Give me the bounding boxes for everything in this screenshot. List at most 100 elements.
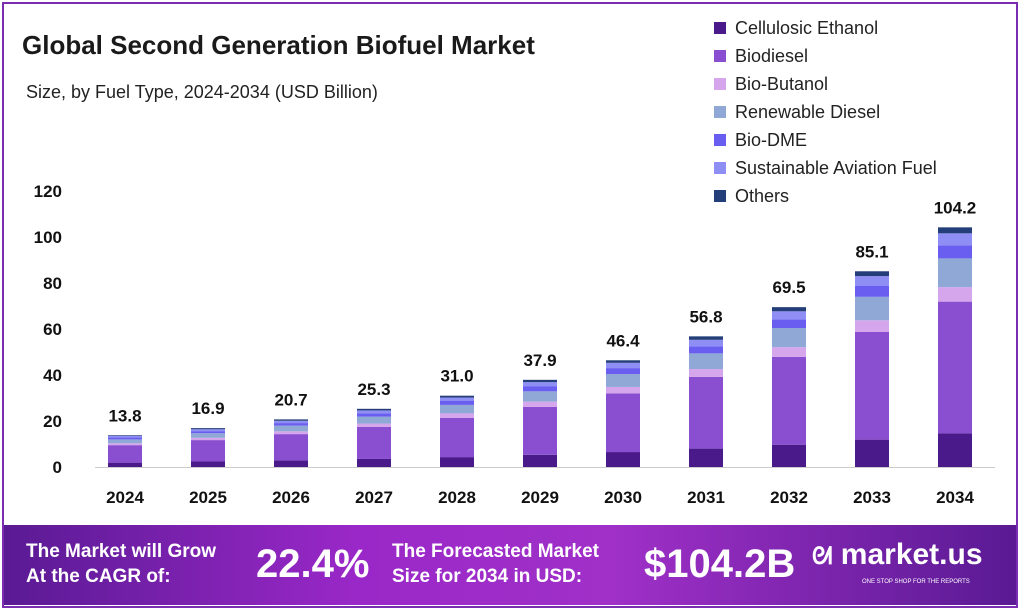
y-tick-label: 40 <box>43 366 62 385</box>
x-tick-label: 2034 <box>936 488 974 507</box>
total-label: 69.5 <box>772 278 805 297</box>
bar-segment-renewable-diesel <box>689 353 723 370</box>
bar-segment-biodiesel <box>606 393 640 453</box>
cagr-text-2: At the CAGR of: <box>26 566 171 587</box>
stacked-bar-chart: 0 20 40 60 80 100 120 13.8 2024 16.9 2025 20.7 2026 2… <box>34 182 995 507</box>
bar-segment-bio-dme <box>606 368 640 375</box>
legend-item: Cellulosic Ethanol <box>714 14 937 42</box>
bar-segment-sustainable-aviation-fuel <box>440 397 474 401</box>
y-tick-label: 60 <box>43 320 62 339</box>
bar-segment-bio-dme <box>274 423 308 426</box>
bar-segment-cellulosic-ethanol <box>606 452 640 467</box>
bar-segment-others <box>523 379 557 383</box>
bar-segment-bio-dme <box>357 413 391 417</box>
bar-segment-sustainable-aviation-fuel <box>108 435 142 438</box>
bar-segment-biodiesel <box>440 417 474 458</box>
bar-segment-bio-dme <box>523 386 557 392</box>
cagr-text-1: The Market will Grow <box>26 541 217 562</box>
total-label: 16.9 <box>191 399 224 418</box>
bar-segment-cellulosic-ethanol <box>440 457 474 467</box>
legend-label: Others <box>735 185 790 206</box>
bar-segment-renewable-diesel <box>606 374 640 387</box>
bar-segment-cellulosic-ethanol <box>357 458 391 467</box>
brand-logo: ᘛ market.us <box>812 537 983 575</box>
bar-segment-renewable-diesel <box>523 391 557 402</box>
bar-segment-bio-butanol <box>440 413 474 418</box>
bar-segment-bio-butanol <box>855 320 889 332</box>
brand-tagline: ONE STOP SHOP FOR THE REPORTS <box>862 579 970 585</box>
bar-segment-others <box>772 307 806 312</box>
legend: Cellulosic Ethanol Biodiesel Bio-Butanol Re… <box>714 14 937 210</box>
bar-segment-biodiesel <box>689 376 723 449</box>
bar-segment-others <box>191 428 225 430</box>
legend-label: Bio-DME <box>735 129 808 150</box>
bar-segment-sustainable-aviation-fuel <box>191 429 225 432</box>
bar-segment-renewable-diesel <box>191 433 225 438</box>
legend-item: Bio-DME <box>714 126 937 154</box>
bar-segment-biodiesel <box>357 426 391 459</box>
bar-segment-cellulosic-ethanol <box>191 461 225 467</box>
brand-name: market.us <box>840 538 983 571</box>
bar-segment-sustainable-aviation-fuel <box>606 362 640 369</box>
bar-segment-bio-dme <box>689 346 723 354</box>
bar-segment-bio-dme <box>938 245 972 259</box>
bar-segment-sustainable-aviation-fuel <box>855 276 889 286</box>
chart-subtitle: Size, by Fuel Type, 2024-2034 (USD Billi… <box>26 82 378 102</box>
y-tick-label: 80 <box>43 274 62 293</box>
legend-swatch <box>714 78 726 90</box>
cagr-label: The Market will Grow At the CAGR of: <box>26 539 216 589</box>
total-label: 56.8 <box>689 307 722 326</box>
legend-swatch <box>714 106 726 118</box>
legend-swatch <box>714 22 726 34</box>
bar-segment-others <box>440 395 474 398</box>
legend-swatch <box>714 50 726 62</box>
bar-segment-renewable-diesel <box>440 404 474 414</box>
x-tick-label: 2032 <box>770 488 808 507</box>
bar-segment-others <box>606 360 640 363</box>
x-tick-label: 2033 <box>853 488 891 507</box>
logo-icon: ᘛ <box>812 543 833 570</box>
bar-segment-sustainable-aviation-fuel <box>938 233 972 246</box>
bar-segment-sustainable-aviation-fuel <box>689 339 723 347</box>
bar-segment-renewable-diesel <box>108 439 142 444</box>
chart-frame <box>2 2 1018 608</box>
bar-segment-others <box>689 336 723 340</box>
y-tick-label: 100 <box>34 228 62 247</box>
bar-segment-cellulosic-ethanol <box>938 433 972 467</box>
legend-item: Renewable Diesel <box>714 98 937 126</box>
bar-segment-bio-butanol <box>606 386 640 394</box>
chart-title: Global Second Generation Biofuel Market <box>22 30 535 60</box>
bar-segment-bio-dme <box>855 285 889 297</box>
forecast-label: The Forecasted Market Size for 2034 in U… <box>392 539 599 589</box>
y-tick-label: 0 <box>53 458 62 477</box>
bar-segment-cellulosic-ethanol <box>274 460 308 467</box>
bar-segment-sustainable-aviation-fuel <box>772 311 806 320</box>
bar-segment-cellulosic-ethanol <box>772 444 806 467</box>
bar-segment-others <box>108 435 142 436</box>
bar-segment-bio-butanol <box>938 287 972 302</box>
bar-segment-renewable-diesel <box>357 416 391 424</box>
x-tick-label: 2031 <box>687 488 725 507</box>
bar-segment-bio-butanol <box>689 369 723 377</box>
y-tick-label: 120 <box>34 182 62 201</box>
x-tick-label: 2027 <box>355 488 393 507</box>
total-label: 31.0 <box>440 367 473 386</box>
cagr-value: 22.4% <box>256 542 370 586</box>
forecast-text-1: The Forecasted Market <box>392 541 599 562</box>
bar-segment-bio-dme <box>108 437 142 440</box>
total-label: 20.7 <box>274 390 307 409</box>
bar-segment-others <box>357 408 391 411</box>
legend-item: Biodiesel <box>714 42 937 70</box>
x-tick-label: 2025 <box>189 488 227 507</box>
bar-segment-others <box>938 227 972 234</box>
total-label: 13.8 <box>108 406 141 425</box>
total-label: 25.3 <box>357 380 390 399</box>
footer-banner: The Market will Grow At the CAGR of: 22.… <box>4 525 1016 605</box>
total-label: 46.4 <box>606 331 640 350</box>
bar-segment-others <box>855 271 889 277</box>
bar-segment-bio-dme <box>191 431 225 434</box>
legend-label: Sustainable Aviation Fuel <box>735 157 937 178</box>
bar-segment-bio-dme <box>440 400 474 405</box>
bar-segment-renewable-diesel <box>274 425 308 432</box>
bar-segment-biodiesel <box>191 440 225 462</box>
